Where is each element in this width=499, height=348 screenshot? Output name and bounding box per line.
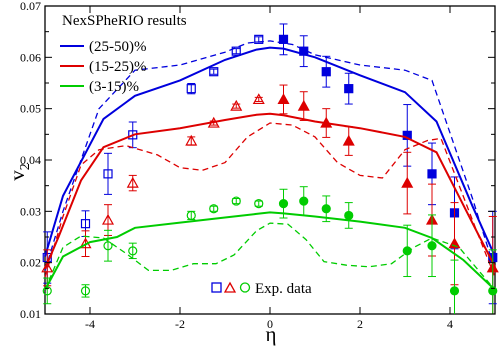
x-axis-title: η <box>266 322 277 346</box>
y-tick-label: 0.05 <box>20 102 41 116</box>
data-point-filled <box>278 199 289 209</box>
model-solid-line <box>44 46 496 257</box>
model-dashed-line <box>44 222 496 291</box>
y-tick-label: 0.01 <box>20 307 41 321</box>
y-axis-title-sub: 2 <box>18 163 33 170</box>
legend-label-25-50: (25-50)% <box>89 39 146 55</box>
axes-layer: -4 -2 0 2 4 0.01 0.02 0.03 0.04 0.05 0.06 0.07 <box>20 0 495 331</box>
data-point-open <box>207 116 220 128</box>
y-tick-label: 0.06 <box>20 50 41 64</box>
x-tick-label: 2 <box>357 317 363 331</box>
data-point-filled <box>342 134 355 146</box>
data-point-filled <box>344 210 354 221</box>
data-point-open <box>41 261 54 273</box>
data-point-filled <box>299 196 309 206</box>
data-point-open <box>80 286 91 296</box>
data-point-open <box>103 169 113 179</box>
legend: NexSPheRIO results (25-50)% (15-25)% (3-… <box>60 13 312 297</box>
data-point-open <box>126 176 139 188</box>
data-point-open <box>186 210 196 221</box>
x-tick-label: -4 <box>85 317 95 331</box>
data-point-filled <box>297 99 310 111</box>
model-solid-line <box>44 211 496 291</box>
data-point-open <box>186 84 196 94</box>
data-point-filled <box>278 34 289 44</box>
data-point-open <box>128 246 138 256</box>
y-tick-label: 0.04 <box>20 153 41 167</box>
data-point-open <box>42 286 52 296</box>
x-tick-label: 4 <box>447 317 453 331</box>
data-point-filled <box>427 169 437 179</box>
data-point-open <box>103 241 113 251</box>
y-tick-label: 0.03 <box>20 204 41 218</box>
exp-legend-triangle-marker <box>223 281 237 293</box>
data-point-filled <box>402 130 412 140</box>
data-point-open <box>185 134 198 146</box>
model-dashed-line <box>44 122 496 278</box>
data-point-open <box>209 204 219 214</box>
data-point-open <box>254 34 264 44</box>
y-axis-title-main: v <box>5 170 29 181</box>
data-point-filled <box>321 204 331 214</box>
y-tick-label: 0.07 <box>20 0 41 13</box>
data-point-open <box>209 67 219 77</box>
legend-label-3-15: (3-15)% <box>89 79 139 95</box>
data-point-filled <box>277 93 290 105</box>
data-point-open <box>254 199 264 209</box>
data-point-filled <box>488 286 498 296</box>
data-point-open <box>80 219 91 229</box>
data-point-filled <box>401 176 414 188</box>
legend-label-15-25: (15-25)% <box>89 59 146 75</box>
x-tick-label: 0 <box>267 317 273 331</box>
exp-legend-square-marker <box>211 282 222 293</box>
series-group <box>42 186 498 314</box>
model-dashed-line <box>44 40 496 271</box>
data-point-filled <box>427 241 437 251</box>
data-point-filled <box>344 84 354 94</box>
legend-title: NexSPheRIO results <box>62 13 187 29</box>
data-point-filled <box>321 67 331 77</box>
data-point-open <box>252 93 265 105</box>
data-point-open <box>101 213 115 225</box>
data-point-open <box>231 46 241 56</box>
data-point-filled <box>299 46 309 56</box>
data-point-open <box>231 196 241 206</box>
x-tick-label: -2 <box>175 317 185 331</box>
model-solid-line <box>44 112 496 270</box>
data-point-filled <box>402 246 412 256</box>
data-point-open <box>230 99 243 111</box>
series-layer <box>41 23 499 314</box>
y-tick-label: 0.02 <box>20 256 41 270</box>
exp-legend-label: Exp. data <box>255 281 312 297</box>
exp-legend-circle-marker <box>239 282 251 293</box>
y-axis-title: v2 <box>5 163 33 181</box>
series-group <box>41 84 499 314</box>
data-point-filled <box>449 286 460 296</box>
data-point-filled <box>320 116 333 128</box>
